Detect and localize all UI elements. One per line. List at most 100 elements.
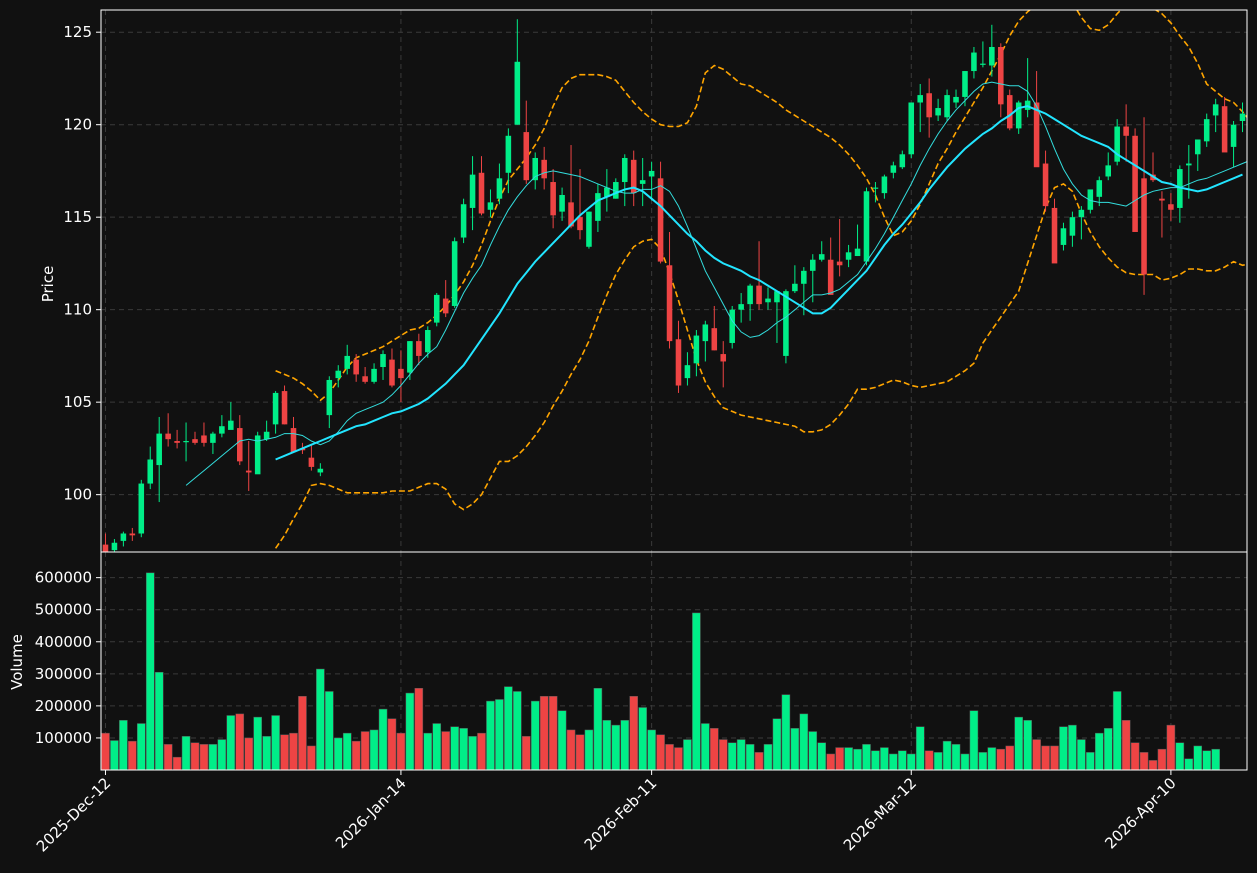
candle-body: [765, 298, 771, 303]
volume-bar: [862, 744, 871, 771]
volume-bar: [289, 732, 298, 771]
candle-up: [872, 182, 879, 203]
candle-down: [1051, 198, 1058, 264]
volume-bar: [244, 737, 254, 771]
candle-body: [433, 294, 440, 323]
candle-body: [792, 283, 798, 292]
candle-body: [389, 359, 395, 386]
volume-bar: [101, 732, 110, 771]
volume-bar: [351, 740, 361, 771]
volume-bar: [1166, 724, 1176, 771]
candle-body: [1221, 106, 1228, 153]
volume-bar: [504, 686, 513, 771]
volume-bar: [316, 668, 325, 771]
candle-body: [1114, 126, 1120, 162]
volume-bar: [1014, 716, 1023, 771]
candle-down: [1159, 191, 1165, 238]
candle-body: [1051, 207, 1058, 264]
volume-bar: [181, 736, 191, 771]
volume-bar: [620, 720, 630, 771]
volume-bar: [163, 744, 173, 771]
volume-bar: [790, 728, 800, 771]
volume-bar: [208, 744, 218, 771]
volume-bar: [145, 572, 155, 771]
candle-body: [783, 291, 789, 356]
candle-body: [165, 433, 171, 440]
candle-body: [210, 433, 216, 443]
candle-body: [1096, 180, 1103, 197]
candle-body: [120, 533, 127, 541]
volume-bar: [548, 696, 558, 771]
candle-body: [1060, 228, 1067, 245]
candle-body: [675, 339, 682, 386]
candle-body: [935, 108, 941, 116]
volume-tick-label: 400000: [35, 633, 92, 651]
candle-down: [1168, 193, 1174, 221]
volume-bar: [110, 740, 119, 771]
candle-up: [747, 283, 753, 321]
volume-bar: [566, 729, 576, 771]
volume-bar: [172, 756, 182, 771]
candle-body: [962, 71, 968, 97]
candle-up: [917, 83, 923, 133]
candle-body: [228, 420, 234, 430]
volume-bar: [557, 710, 567, 771]
candle-body: [156, 433, 162, 466]
candle-body: [1042, 163, 1049, 207]
volume-bar: [217, 739, 227, 771]
volume-bar: [1193, 745, 1203, 771]
volume-bar: [683, 739, 692, 771]
candle-body: [129, 533, 136, 536]
candle-down: [657, 161, 664, 264]
volume-bar: [369, 729, 379, 771]
candle-body: [738, 304, 744, 310]
moving-averages: [185, 81, 1247, 486]
volume-bar: [1175, 742, 1185, 771]
volume-bar: [763, 744, 773, 771]
candle-body: [1078, 209, 1085, 218]
candle-down: [1132, 128, 1138, 232]
volume-bar: [611, 724, 621, 771]
candle-up: [219, 415, 225, 438]
candle-up: [684, 352, 691, 386]
candle-down: [720, 341, 727, 388]
price-tick-label: 125: [63, 23, 92, 41]
candle-up: [765, 287, 771, 310]
candle-body: [908, 102, 915, 155]
volume-bar: [826, 753, 835, 771]
candle-down: [245, 441, 252, 491]
candle-up: [505, 128, 512, 194]
candle-down: [362, 367, 368, 384]
candle-down: [711, 305, 718, 351]
volume-bar: [701, 723, 710, 771]
candle-up: [120, 531, 127, 547]
candle-up: [648, 161, 655, 201]
candle-down: [308, 444, 315, 471]
volume-bar: [190, 742, 200, 771]
volume-bar: [906, 753, 916, 771]
volume-bar: [880, 747, 889, 771]
candle-up: [792, 265, 798, 294]
volume-bar: [342, 732, 352, 771]
candle-body: [1033, 102, 1040, 168]
candle-up: [210, 431, 216, 454]
price-tick-label: 110: [63, 301, 92, 319]
candle-body: [496, 178, 503, 199]
candle-body: [568, 202, 574, 227]
volume-bar: [423, 732, 433, 771]
candle-body: [192, 439, 198, 443]
volume-bar: [360, 731, 370, 771]
candle-body: [1159, 198, 1165, 201]
candle-body: [245, 470, 252, 473]
candle-up: [854, 224, 861, 257]
candle-body: [523, 132, 530, 181]
candle-body: [1006, 95, 1013, 129]
volume-bar: [1032, 739, 1041, 771]
candle-down: [1221, 96, 1228, 153]
candle-body: [102, 544, 109, 552]
volume-tick-label: 300000: [35, 665, 92, 683]
volume-bar: [298, 696, 307, 771]
volume-bar: [781, 694, 791, 771]
candle-body: [1168, 204, 1174, 210]
volume-bar: [593, 688, 603, 771]
